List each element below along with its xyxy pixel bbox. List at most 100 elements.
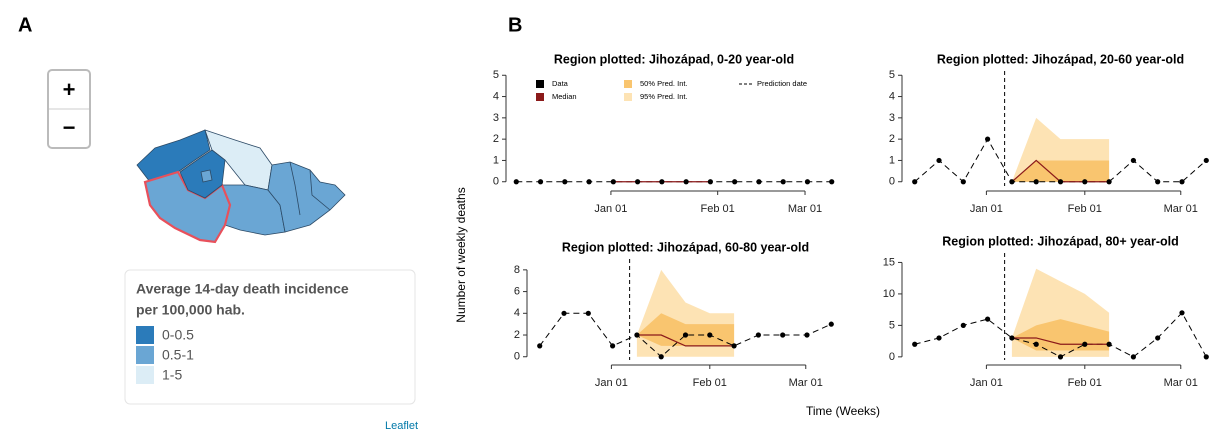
x-tick-label: Jan 01 bbox=[970, 203, 1003, 215]
x-tick-label: Feb 01 bbox=[693, 377, 727, 389]
data-point bbox=[658, 354, 664, 360]
data-point bbox=[513, 179, 519, 185]
legend-key bbox=[536, 93, 544, 101]
x-tick-label: Jan 01 bbox=[595, 377, 628, 389]
prediction-band bbox=[636, 313, 735, 346]
data-point bbox=[683, 179, 689, 185]
data-point bbox=[537, 179, 544, 185]
x-tick-label: Mar 01 bbox=[788, 203, 822, 215]
y-tick-label: 0 bbox=[889, 351, 895, 363]
data-point bbox=[561, 310, 567, 316]
data-point bbox=[707, 179, 713, 185]
data-point bbox=[610, 343, 616, 349]
y-tick-label: 0 bbox=[889, 176, 895, 188]
data-point bbox=[1203, 354, 1209, 360]
data-point bbox=[1155, 335, 1161, 341]
data-point bbox=[1082, 341, 1088, 347]
map-legend-title: per 100,000 hab. bbox=[136, 302, 245, 318]
data-point bbox=[756, 179, 762, 185]
chart-title: Region plotted: Jihozápad, 0-20 year-old bbox=[554, 52, 794, 66]
data-point bbox=[732, 179, 738, 185]
chart-title: Region plotted: Jihozápad, 20-60 year-ol… bbox=[937, 52, 1184, 66]
y-tick-label: 1 bbox=[889, 154, 895, 166]
data-point bbox=[659, 179, 665, 185]
y-tick-label: 8 bbox=[514, 264, 520, 276]
data-point bbox=[1155, 179, 1161, 185]
chart-title: Region plotted: Jihozápad, 60-80 year-ol… bbox=[562, 240, 809, 254]
region-border bbox=[289, 161, 301, 216]
data-point bbox=[1179, 179, 1185, 185]
zoom-in[interactable]: + bbox=[63, 77, 76, 102]
y-tick-label: 5 bbox=[889, 69, 895, 81]
map-legend-box bbox=[124, 269, 416, 405]
data-point bbox=[804, 332, 810, 338]
data-point bbox=[682, 332, 689, 338]
data-point bbox=[985, 136, 991, 142]
median-line bbox=[636, 334, 735, 347]
panel-label: A bbox=[18, 14, 32, 36]
data-point bbox=[1009, 179, 1015, 185]
region[interactable] bbox=[267, 161, 346, 233]
data-point bbox=[635, 179, 641, 185]
data-point bbox=[960, 179, 966, 185]
data-point bbox=[912, 341, 918, 347]
map-legend-swatch bbox=[136, 346, 154, 364]
legend-key bbox=[624, 80, 632, 88]
zoom-control: + − bbox=[47, 69, 91, 149]
data-point bbox=[537, 343, 543, 349]
x-tick-label: Feb 01 bbox=[701, 203, 735, 215]
data-point bbox=[610, 179, 616, 185]
y-axis-label: Number of weekly deaths bbox=[454, 187, 468, 322]
data-point bbox=[755, 332, 761, 338]
data-point bbox=[585, 310, 591, 316]
map-legend-label: 0.5-1 bbox=[162, 347, 194, 363]
legend-key bbox=[624, 93, 632, 101]
data-point bbox=[1106, 179, 1112, 185]
median-line bbox=[1011, 337, 1110, 345]
x-tick-label: Feb 01 bbox=[1068, 203, 1102, 215]
data-point bbox=[912, 179, 918, 185]
data-point bbox=[1082, 179, 1088, 185]
y-tick-label: 2 bbox=[514, 329, 520, 341]
data-point bbox=[1203, 157, 1209, 164]
y-tick-label: 0 bbox=[514, 351, 520, 363]
x-tick-label: Mar 01 bbox=[1164, 203, 1198, 215]
data-point bbox=[828, 321, 834, 327]
data-point bbox=[562, 179, 568, 185]
prediction-band bbox=[1011, 160, 1110, 182]
y-tick-label: 5 bbox=[493, 69, 499, 81]
data-point bbox=[780, 332, 786, 338]
region-border bbox=[309, 169, 331, 211]
legend-key bbox=[536, 80, 544, 88]
x-tick-label: Jan 01 bbox=[970, 377, 1003, 389]
data-point bbox=[1057, 179, 1064, 185]
y-tick-label: 2 bbox=[493, 133, 499, 145]
attribution[interactable]: Leaflet bbox=[385, 420, 418, 432]
data-point bbox=[634, 332, 640, 338]
y-tick-label: 15 bbox=[883, 256, 895, 268]
legend-label: Data bbox=[552, 79, 569, 88]
map-legend-label: 0-0.5 bbox=[162, 327, 194, 343]
x-tick-label: Feb 01 bbox=[1068, 377, 1102, 389]
data-point bbox=[707, 332, 713, 338]
map-legend-title: Average 14-day death incidence bbox=[136, 281, 349, 297]
map-legend: 0-0.5 0.5-1 1-5 bbox=[136, 326, 194, 384]
x-tick-label: Mar 01 bbox=[789, 377, 823, 389]
data-point bbox=[1057, 354, 1064, 360]
y-tick-label: 4 bbox=[493, 90, 499, 102]
legend-label: Prediction date bbox=[757, 79, 807, 88]
y-tick-label: 6 bbox=[514, 285, 520, 297]
data-point bbox=[829, 179, 835, 185]
map-legend-label: 1-5 bbox=[162, 367, 182, 383]
data-point bbox=[1130, 157, 1136, 164]
x-axis-label: Time (Weeks) bbox=[806, 404, 880, 418]
data-point bbox=[780, 179, 786, 185]
data-point bbox=[960, 322, 966, 328]
region[interactable] bbox=[200, 169, 213, 183]
y-tick-label: 2 bbox=[889, 133, 895, 145]
y-tick-label: 3 bbox=[889, 112, 895, 124]
chart-title: Region plotted: Jihozápad, 80+ year-old bbox=[942, 234, 1179, 248]
zoom-out[interactable]: − bbox=[63, 115, 76, 140]
data-point bbox=[731, 343, 737, 349]
